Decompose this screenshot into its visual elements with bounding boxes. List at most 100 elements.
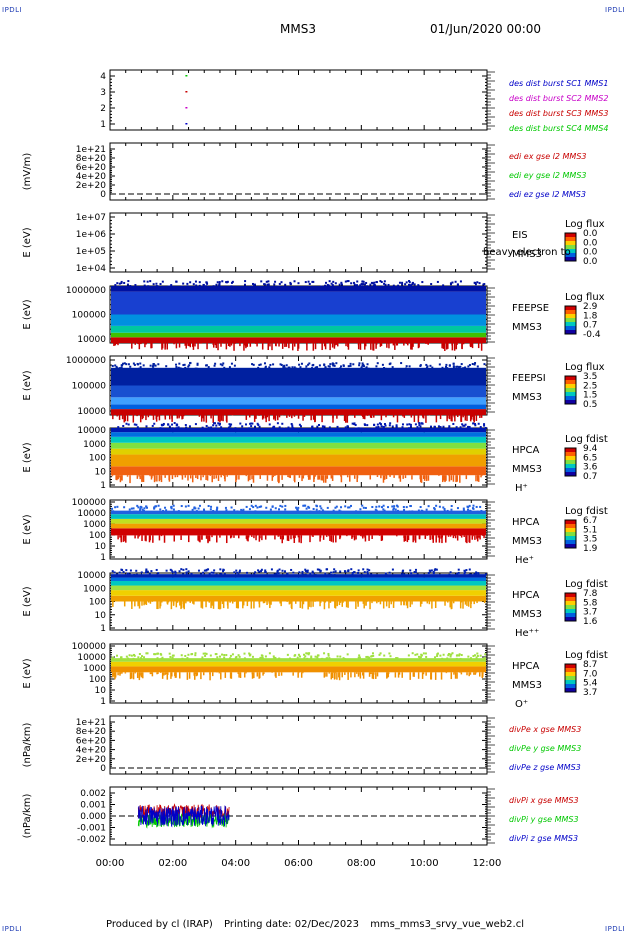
spectrogram-speckle: [473, 672, 475, 675]
spectrogram-band: [111, 514, 486, 519]
spectrogram-speckle: [159, 283, 162, 286]
spectrogram-speckle: [132, 657, 135, 660]
spectrogram-speckle: [316, 657, 319, 660]
y-tick-label: 10000: [77, 335, 106, 345]
data-point: [185, 107, 188, 109]
x-tick-label: 02:00: [158, 858, 187, 869]
spectrogram-speckle: [416, 426, 419, 429]
spectrogram-speckle: [121, 364, 124, 367]
spectrogram-speckle: [354, 423, 357, 426]
spectrogram-speckle: [408, 423, 411, 426]
colorbar-title: Log fdist: [565, 434, 608, 445]
spectrogram-speckle: [375, 426, 378, 429]
spectrogram-speckle: [293, 280, 296, 283]
spectrogram-speckle: [182, 573, 185, 576]
spectrogram-speckle: [453, 343, 456, 351]
spectrogram-speckle: [225, 281, 228, 284]
spectrogram-speckle: [419, 656, 422, 659]
colorbar-tick-label: 3.5: [583, 535, 597, 545]
spectrogram-speckle: [209, 672, 211, 681]
spectrogram-speckle: [307, 601, 309, 610]
spectrogram-speckle: [286, 573, 289, 576]
spectrogram-speckle: [192, 601, 194, 604]
y-axis-label: E (eV): [22, 514, 33, 544]
spectrogram-speckle: [333, 568, 336, 571]
spectrogram-speckle: [252, 475, 255, 483]
spectrogram-speckle: [307, 363, 310, 366]
spectrogram-speckle: [263, 415, 265, 419]
y-tick-label: 1000: [83, 664, 106, 674]
spectrogram-speckle: [137, 343, 139, 345]
spectrogram-speckle: [171, 571, 174, 574]
spectrogram-speckle: [286, 367, 289, 370]
y-axis-label: E (eV): [22, 442, 33, 472]
spectrogram-speckle: [452, 475, 455, 482]
spectrogram-speckle: [362, 672, 365, 679]
spectrogram-speckle: [123, 281, 126, 284]
spectrogram-speckle: [383, 475, 386, 480]
spectrogram-speckle: [120, 535, 122, 541]
spectrogram-speckle: [137, 506, 140, 509]
spectrogram-band: [111, 580, 486, 586]
spectrogram-speckle: [312, 280, 315, 283]
spectrogram-speckle: [181, 657, 184, 660]
spectrogram-speckle: [392, 601, 395, 608]
spectrogram-speckle: [305, 365, 308, 368]
spectrogram-speckle: [453, 535, 456, 537]
spectrogram-speckle: [325, 281, 328, 284]
spectrogram-speckle: [287, 475, 289, 478]
spectrogram-speckle: [143, 284, 146, 287]
spectrogram-speckle: [124, 535, 127, 538]
spectrogram-speckle: [404, 475, 407, 479]
spectrogram-speckle: [392, 508, 395, 511]
y-tick-label: 100000: [72, 498, 107, 508]
spectrogram-speckle: [152, 363, 155, 366]
spectrogram-speckle: [273, 573, 276, 576]
spectrogram-speckle: [238, 570, 241, 573]
spectrogram-speckle: [350, 568, 353, 571]
spectrogram-speckle: [189, 281, 192, 284]
spectrogram-speckle: [199, 535, 201, 543]
spectrogram-speckle: [249, 475, 251, 481]
spectrogram-speckle: [307, 505, 310, 508]
spectrogram-speckle: [364, 535, 367, 542]
y-tick-label: 1e+07: [76, 213, 106, 223]
spectrogram-speckle: [179, 672, 181, 679]
spectrogram-speckle: [449, 535, 452, 537]
spectrogram-speckle: [380, 281, 383, 284]
spectrogram-speckle: [332, 364, 335, 367]
spectrogram-speckle: [152, 535, 154, 543]
spectrogram-speckle: [357, 656, 360, 659]
spectrogram-speckle: [151, 424, 154, 427]
spectrogram-speckle: [431, 535, 434, 540]
spectrogram-speckle: [476, 281, 479, 284]
y-tick-label: 10000: [77, 407, 106, 417]
y-tick-label: 100000: [72, 382, 107, 392]
spectrogram-speckle: [138, 672, 141, 681]
spectrogram-speckle: [204, 654, 207, 657]
spectrogram-speckle: [339, 510, 342, 513]
spectrogram-speckle: [430, 283, 433, 286]
spectrogram-speckle: [119, 475, 122, 483]
spectrogram-speckle: [357, 569, 360, 572]
spectrogram-speckle: [149, 672, 152, 675]
spectrogram-speckle: [414, 653, 417, 656]
colorbar-frame: [564, 375, 577, 405]
spectrogram-speckle: [289, 281, 292, 284]
spectrogram-speckle: [361, 362, 364, 365]
spectrogram-speckle: [448, 364, 451, 367]
spectrogram-speckle: [366, 571, 369, 574]
spectrogram-speckle: [238, 672, 240, 678]
spectrogram-speckle: [112, 601, 114, 607]
spectrogram-speckle: [141, 535, 143, 542]
spectrogram-band: [111, 432, 486, 437]
spectrogram-speckle: [230, 423, 233, 426]
spectrogram-speckle: [472, 422, 475, 425]
spectrogram-speckle: [409, 601, 412, 608]
spectrogram-speckle: [176, 601, 179, 603]
data-point: [185, 123, 188, 125]
spectrogram-speckle: [379, 652, 382, 655]
spectrogram-speckle: [256, 343, 258, 347]
spectrogram-speckle: [328, 672, 330, 674]
